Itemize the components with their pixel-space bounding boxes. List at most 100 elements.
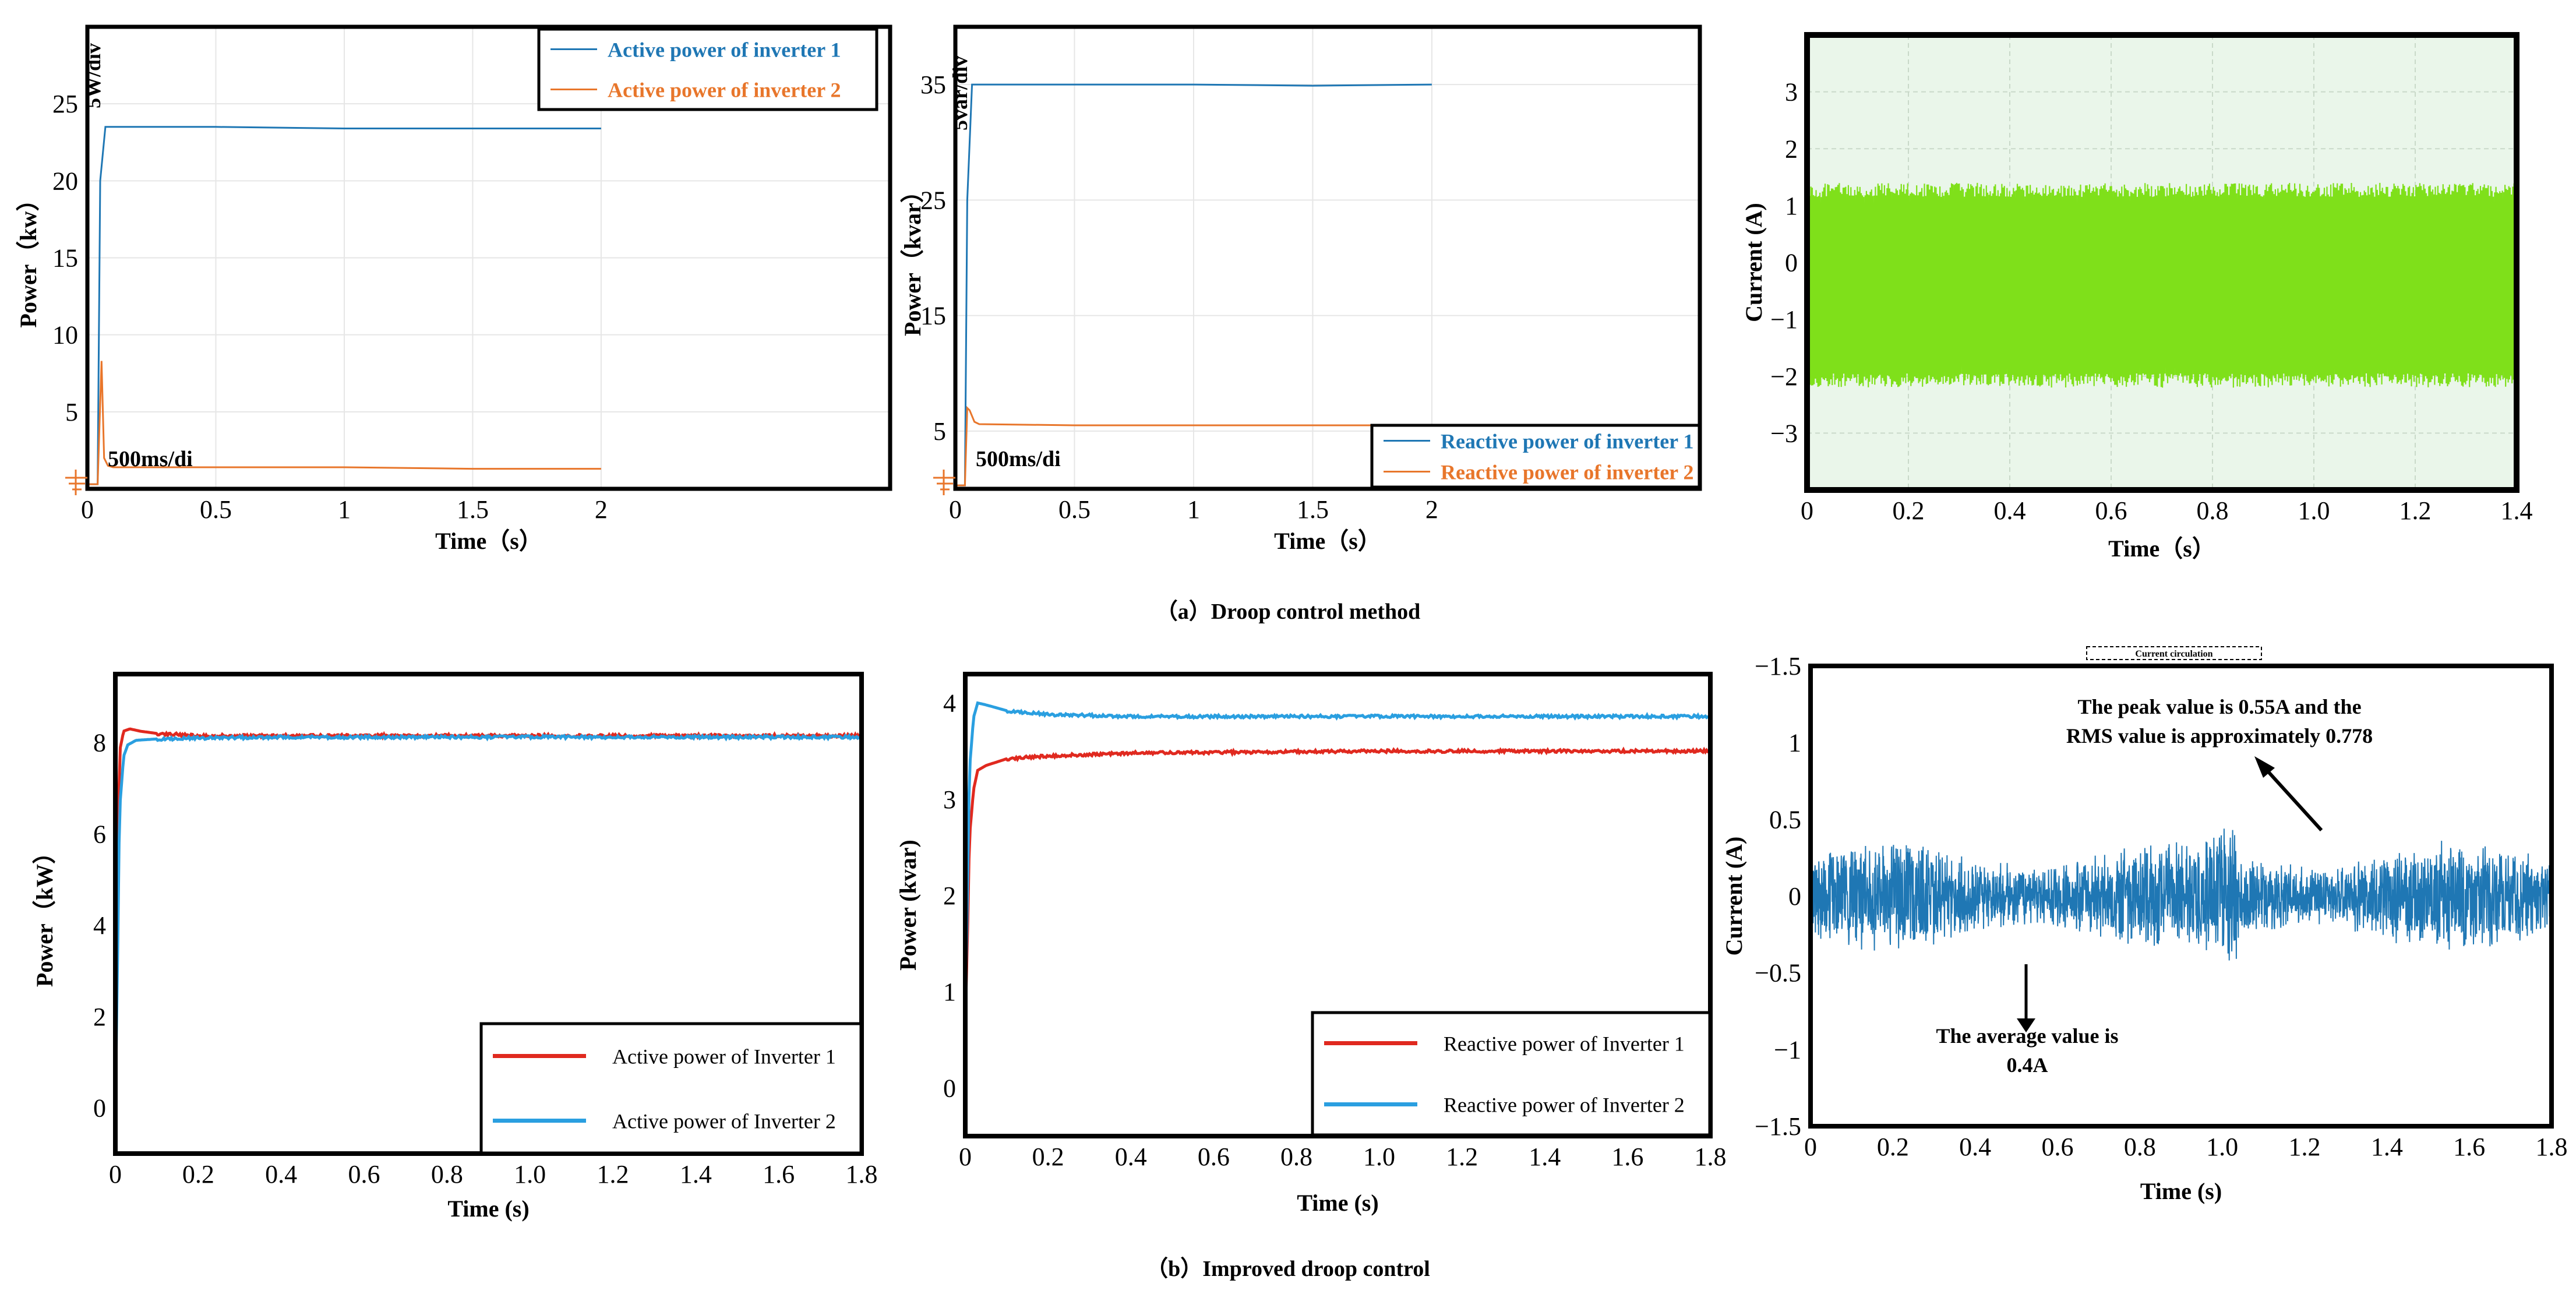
series-line-1 <box>964 746 1711 1021</box>
y-axis-label: Current (A) <box>1741 203 1767 322</box>
x-tick-label: 0.2 <box>1893 496 1925 525</box>
x-tick-label: 1.6 <box>763 1160 795 1189</box>
x-tick-label: 0.4 <box>1959 1133 1991 1161</box>
y-tick-label: −3 <box>1770 419 1798 447</box>
x-axis-label: Time (s) <box>1297 1190 1378 1216</box>
peak-arrowhead-icon <box>2254 756 2275 778</box>
legend-label: Reactive power of inverter 2 <box>1441 461 1694 484</box>
y-axis-label: Power (kvar) <box>895 840 921 971</box>
y-tick-label: 5 <box>933 417 946 446</box>
y-tick-label: 8 <box>93 729 106 757</box>
x-tick-label: 0 <box>1801 496 1813 525</box>
plot-frame <box>1804 32 2519 493</box>
x-tick-label: 1.0 <box>514 1160 546 1189</box>
y-tick-label: 15 <box>52 244 78 273</box>
y-tick-label: 3 <box>1785 78 1798 107</box>
legend-box <box>1370 424 1701 489</box>
y-tick-label: 2 <box>943 882 956 910</box>
peak-arrow <box>2261 764 2323 832</box>
x-tick-label: 1.5 <box>1297 495 1329 524</box>
x-tick-label: 1.2 <box>597 1160 629 1189</box>
chart-current-droop: 0 0.2 0.4 0.6 0.8 1.0 1.2 1.4 −3 −2 −1 0 1 2 3 Time（s） C… <box>1741 32 2533 562</box>
x-tick-label: 1.4 <box>1529 1143 1561 1171</box>
x-tick-label: 2 <box>595 495 608 524</box>
x-tick-label: 1.6 <box>1611 1143 1643 1171</box>
caption-droop-control: （a）Droop control method <box>1155 600 1421 624</box>
scale-annotation: 5W/div <box>82 43 105 108</box>
x-tick-label: 0.2 <box>182 1160 214 1189</box>
chart-active-power-droop: 0 0.5 1 1.5 2510152025Time（s）Power（kw）Active… <box>15 24 892 554</box>
y-tick-label: −1 <box>1770 305 1798 334</box>
series-line-2 <box>964 701 1712 1021</box>
x-tick-label: 2 <box>1425 495 1438 524</box>
legend-label: Reactive power of inverter 1 <box>1441 430 1694 453</box>
legend-box <box>479 1022 863 1155</box>
y-tick-label: 6 <box>93 820 106 848</box>
chart-active-power-improved: 0 0.2 0.4 0.6 0.8 1.0 1.2 1.4 1.6 1.8 0 2 4 6 8 Time (s… <box>31 672 878 1222</box>
y-tick-label: −0.5 <box>1755 959 1801 988</box>
x-tick-label: 1.8 <box>846 1160 878 1189</box>
y-tick-label: 25 <box>52 90 78 118</box>
y-tick-label: 4 <box>93 911 106 940</box>
series-line-circulating-current <box>1810 828 2552 961</box>
x-tick-label: 0.8 <box>2197 496 2229 525</box>
x-tick-label: 0.5 <box>200 495 232 524</box>
x-tick-label: 0 <box>109 1160 122 1189</box>
x-tick-label: 0 <box>949 495 962 524</box>
average-annotation-line-2: 0.4A <box>2007 1053 2048 1077</box>
y-tick-label: 2 <box>93 1003 106 1031</box>
y-tick-label: 0 <box>93 1094 106 1123</box>
x-tick-label: 1.2 <box>1446 1143 1478 1171</box>
legend-label: Reactive power of Inverter 2 <box>1444 1094 1685 1117</box>
chart-reactive-power-improved: 0 0.2 0.4 0.6 0.8 1.0 1.2 1.4 1.6 1.8 0 1 2 3 4 Time (s… <box>895 672 1727 1216</box>
y-tick-label: −2 <box>1770 362 1798 391</box>
y-tick-label: 5 <box>65 398 78 426</box>
x-tick-label: 0.4 <box>1115 1143 1147 1171</box>
x-tick-label: 1.2 <box>2289 1133 2321 1161</box>
x-tick-label: 1.8 <box>1695 1143 1727 1171</box>
y-tick-label: 0 <box>1785 249 1798 277</box>
y-tick-label: 25 <box>920 186 946 214</box>
y-axis-label: Power（kW） <box>31 841 58 987</box>
y-axis-label: Power（kvar） <box>899 179 926 336</box>
plot-frame <box>85 24 892 491</box>
legend-label: Reactive power of Inverter 1 <box>1444 1032 1685 1056</box>
series-line-2 <box>87 361 601 485</box>
chart-title: Current circulation <box>2135 649 2212 659</box>
timebase-annotation: 500ms/di <box>108 447 193 471</box>
x-tick-label: 0.6 <box>1198 1143 1230 1171</box>
scale-annotation: 5var/div <box>948 56 972 131</box>
y-tick-label: 1 <box>943 978 956 1006</box>
chart-reactive-power-droop: 0 0.5 1 1.5 25152535Time（s）Power（kvar）Reacti… <box>899 24 1702 554</box>
x-tick-label: 0.6 <box>2095 496 2127 525</box>
x-tick-label: 0.8 <box>1280 1143 1312 1171</box>
series-line-1 <box>955 83 1432 486</box>
x-axis-label: Time（s） <box>2108 535 2215 562</box>
x-tick-label: 1.0 <box>2298 496 2330 525</box>
y-tick-label: 0 <box>1788 882 1801 911</box>
x-tick-label: 0.4 <box>1994 496 2026 525</box>
x-tick-label: 1.4 <box>2371 1133 2403 1161</box>
x-tick-label: 1.0 <box>2206 1133 2238 1161</box>
y-tick-label: 1 <box>1785 192 1798 220</box>
x-tick-label: 0.5 <box>1058 495 1091 524</box>
x-tick-label: 0.6 <box>348 1160 380 1189</box>
x-tick-label: 1.2 <box>2399 496 2432 525</box>
x-tick-label: 0.2 <box>1877 1133 1909 1161</box>
y-axis-label: Power（kw） <box>15 188 41 328</box>
plot-area <box>955 27 1700 489</box>
x-axis-label: Time（s） <box>435 528 542 554</box>
y-tick-label: −1 <box>1774 1035 1801 1064</box>
peak-annotation-line-1: The peak value is 0.55A and the <box>2077 695 2361 718</box>
y-tick-label: 10 <box>52 321 78 350</box>
y-tick-label: 15 <box>920 302 946 330</box>
x-tick-label: 0.2 <box>1032 1143 1064 1171</box>
chart-current-improved: 0 0.2 0.4 0.6 0.8 1.0 1.2 1.4 1.6 1.8 −1.5 1 0.5 0 −0.… <box>1721 646 2568 1204</box>
series-line-2 <box>114 732 863 1108</box>
series-line-circulating-current <box>1806 182 2518 388</box>
x-tick-label: 1.5 <box>457 495 489 524</box>
series-line-1 <box>87 126 601 485</box>
x-tick-label: 1 <box>338 495 351 524</box>
y-tick-label: 1 <box>1788 729 1801 757</box>
